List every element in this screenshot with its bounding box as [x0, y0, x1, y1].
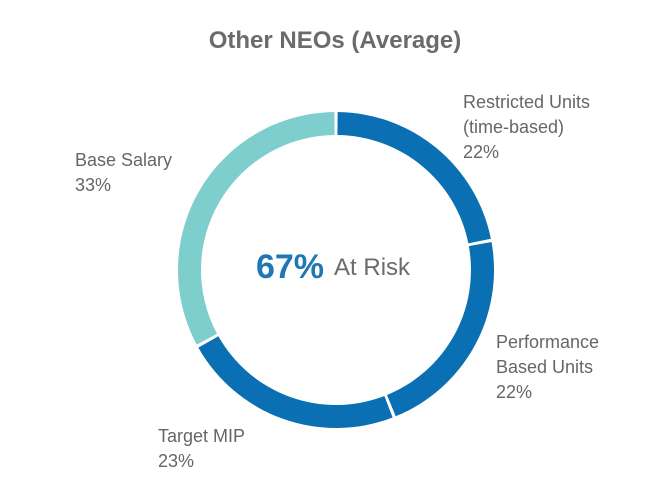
slice-target-mip — [198, 336, 393, 428]
slice-value-label: 23% — [158, 451, 195, 471]
slice-label-target-mip: Target MIP 23% — [158, 424, 245, 474]
chart-title: Other NEOs (Average) — [208, 27, 462, 54]
slice-value-label: 22% — [496, 382, 533, 402]
slice-label-base-salary: Base Salary 33% — [75, 148, 172, 198]
slice-restricted-units — [337, 112, 491, 244]
slice-label-restricted-units: Restricted Units (time-based) 22% — [463, 90, 590, 165]
slice-label-line: (time-based) — [463, 117, 565, 137]
slice-label-line: Restricted Units — [463, 92, 591, 112]
slice-label-line: Performance — [496, 332, 600, 352]
slice-performance-units — [387, 242, 494, 417]
slice-label-performance-units: Performance Based Units 22% — [496, 330, 599, 405]
slice-label-line: Base Salary — [75, 150, 173, 170]
slice-base-salary — [178, 112, 335, 345]
center-label: 67% At Risk — [183, 248, 483, 287]
slice-label-line: Target MIP — [158, 426, 246, 446]
slice-value-label: 22% — [463, 142, 500, 162]
center-text: At Risk — [334, 253, 411, 281]
slice-label-line: Based Units — [496, 357, 594, 377]
slice-value-label: 33% — [75, 175, 112, 195]
center-value: 67% — [255, 248, 325, 286]
